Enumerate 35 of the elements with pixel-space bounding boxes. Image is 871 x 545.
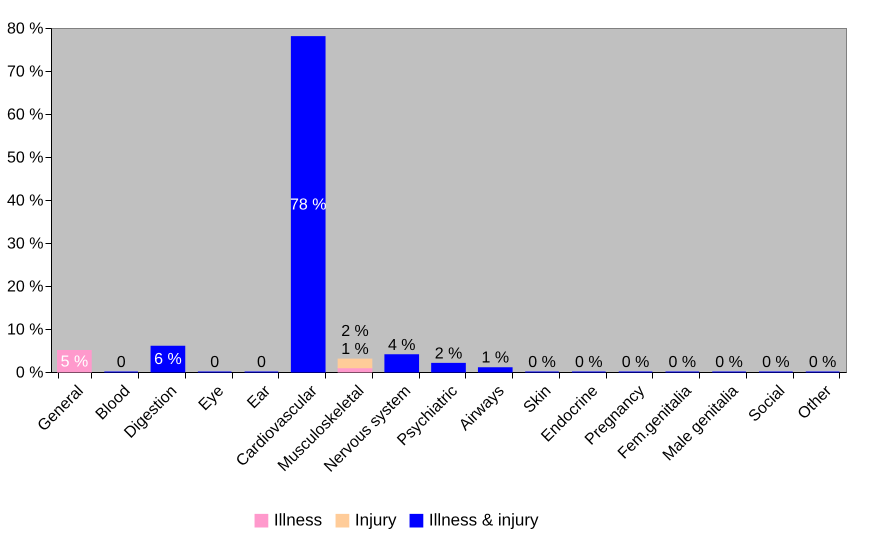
y-tick-label: 40 % xyxy=(7,192,44,210)
y-tick-label: 70 % xyxy=(7,64,44,80)
y-tick-label: 50 % xyxy=(7,150,44,166)
data-label: 6 % xyxy=(154,351,182,368)
data-label: 0 % xyxy=(715,354,743,371)
y-tick-label: 30 % xyxy=(7,236,44,252)
y-tick-label: 80 % xyxy=(7,20,44,38)
data-label: 1 % xyxy=(341,341,369,358)
y-tick-label: 0 % xyxy=(16,364,44,382)
y-tick-label: 60 % xyxy=(7,106,44,124)
bar xyxy=(290,36,326,372)
data-label: 1 % xyxy=(481,350,510,367)
legend-label: Illness & injury xyxy=(428,510,540,530)
bar xyxy=(478,367,513,372)
data-label: 0 % xyxy=(762,354,790,371)
data-label: 0 % xyxy=(808,354,836,371)
legend-label: Illness xyxy=(274,510,322,530)
legend-label: Injury xyxy=(354,510,397,530)
data-label: 2 % xyxy=(341,323,369,340)
bar xyxy=(431,362,466,372)
data-label: 0 % xyxy=(528,354,556,371)
y-tick-label: 20 % xyxy=(7,278,44,296)
bar xyxy=(384,354,420,372)
data-label: 0 xyxy=(116,354,126,371)
data-label: 0 xyxy=(210,354,220,371)
bar xyxy=(338,358,372,368)
data-label: 0 % xyxy=(668,354,696,371)
data-label: 4 % xyxy=(388,336,416,354)
x-tick-label: Eye xyxy=(196,382,228,414)
data-label: 0 % xyxy=(575,354,603,371)
y-tick-label: 10 % xyxy=(7,322,44,338)
data-label: 2 % xyxy=(434,345,462,362)
data-label: 5 % xyxy=(60,353,88,370)
data-label: 0 xyxy=(256,354,266,371)
data-label: 0 % xyxy=(622,354,650,371)
